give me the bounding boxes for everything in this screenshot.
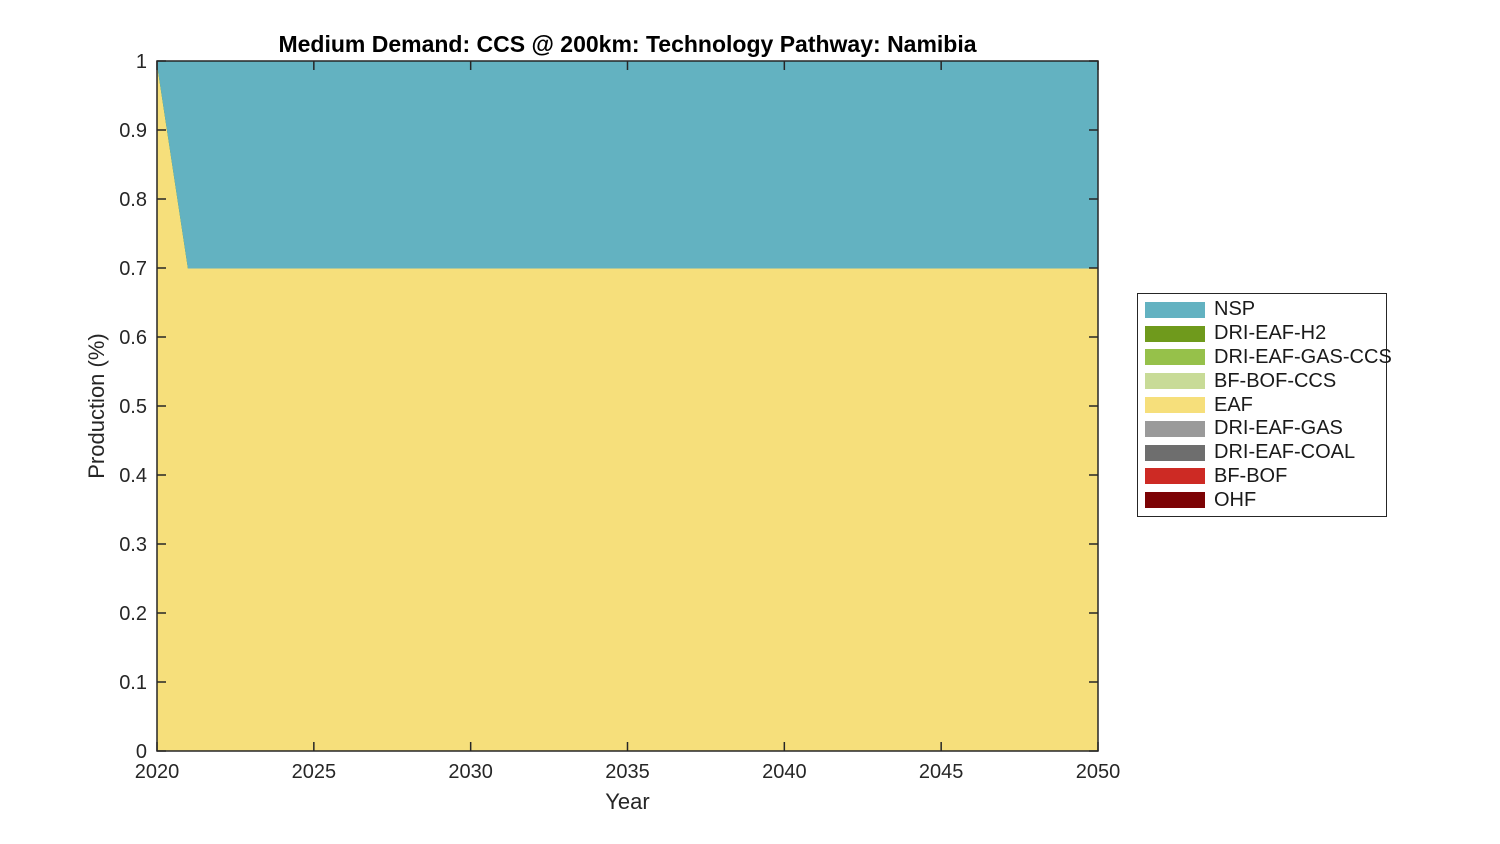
legend-item-DRI-EAF-COAL: DRI-EAF-COAL bbox=[1145, 441, 1386, 465]
plot-border bbox=[156, 60, 1099, 752]
y-axis-label: Production (%) bbox=[84, 333, 109, 479]
legend-label: DRI-EAF-H2 bbox=[1214, 322, 1327, 345]
legend-swatch-DRI-EAF-H2 bbox=[1145, 325, 1205, 342]
y-tick-label: 0.5 bbox=[119, 396, 147, 418]
legend-item-DRI-EAF-GAS: DRI-EAF-GAS bbox=[1145, 417, 1386, 441]
legend-swatch-OHF bbox=[1145, 492, 1205, 509]
y-tick-label: 0.6 bbox=[119, 327, 147, 349]
x-tick-label: 2025 bbox=[292, 761, 337, 783]
legend-label: BF-BOF bbox=[1214, 464, 1288, 487]
legend-label: OHF bbox=[1214, 488, 1257, 511]
y-tick-label: 0.4 bbox=[119, 465, 147, 487]
legend-swatch-EAF bbox=[1145, 397, 1205, 414]
legend-label: EAF bbox=[1214, 393, 1253, 416]
x-tick-label: 2045 bbox=[919, 761, 964, 783]
legend: NSP DRI-EAF-H2 DRI-EAF-GAS-CCS BF-BOF-CCS EA… bbox=[1137, 293, 1392, 517]
x-tick-label: 2035 bbox=[605, 761, 650, 783]
legend-label: BF-BOF-CCS bbox=[1214, 369, 1337, 392]
legend-label: DRI-EAF-GAS-CCS bbox=[1214, 345, 1392, 368]
y-tick-label: 0.8 bbox=[119, 189, 147, 211]
legend-item-NSP: NSP bbox=[1145, 298, 1386, 322]
legend-swatch-DRI-EAF-GAS-CCS bbox=[1145, 349, 1205, 366]
x-axis-label: Year bbox=[605, 789, 650, 814]
x-tick-label: 2020 bbox=[135, 761, 180, 783]
legend-item-DRI-EAF-GAS-CCS: DRI-EAF-GAS-CCS bbox=[1145, 346, 1392, 370]
chart-title: Medium Demand: CCS @ 200km: Technology P… bbox=[278, 31, 977, 57]
y-tick-label: 0 bbox=[136, 741, 147, 763]
y-tick-label: 0.1 bbox=[119, 672, 147, 694]
x-tick-label: 2050 bbox=[1076, 761, 1121, 783]
legend-swatch-BF-BOF-CCS bbox=[1145, 373, 1205, 390]
legend-label: DRI-EAF-GAS bbox=[1214, 417, 1343, 440]
y-tick-label: 0.2 bbox=[119, 603, 147, 625]
legend-swatch-NSP bbox=[1145, 301, 1205, 318]
y-tick-label: 0.9 bbox=[119, 120, 147, 142]
legend-item-EAF: EAF bbox=[1145, 393, 1386, 417]
y-tick-label: 0.7 bbox=[119, 258, 147, 280]
x-tick-label: 2040 bbox=[762, 761, 807, 783]
legend-label: NSP bbox=[1214, 298, 1256, 321]
legend-item-BF-BOF-CCS: BF-BOF-CCS bbox=[1145, 369, 1386, 393]
legend-item-BF-BOF: BF-BOF bbox=[1145, 464, 1386, 488]
area-series-NSP bbox=[156, 60, 1099, 269]
legend-item-OHF: OHF bbox=[1145, 488, 1386, 512]
legend-swatch-DRI-EAF-GAS bbox=[1145, 420, 1205, 437]
legend-swatch-BF-BOF bbox=[1145, 468, 1205, 485]
y-tick-label: 1 bbox=[136, 51, 147, 73]
y-tick-label: 0.3 bbox=[119, 534, 147, 556]
legend-item-DRI-EAF-H2: DRI-EAF-H2 bbox=[1145, 322, 1386, 346]
x-tick-label: 2030 bbox=[448, 761, 493, 783]
legend-label: DRI-EAF-COAL bbox=[1214, 441, 1356, 464]
legend-swatch-DRI-EAF-COAL bbox=[1145, 444, 1205, 461]
